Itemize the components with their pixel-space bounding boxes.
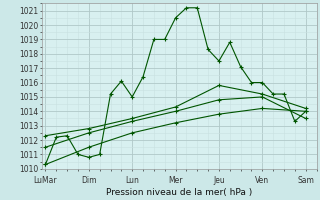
X-axis label: Pression niveau de la mer( hPa ): Pression niveau de la mer( hPa )	[106, 188, 252, 197]
